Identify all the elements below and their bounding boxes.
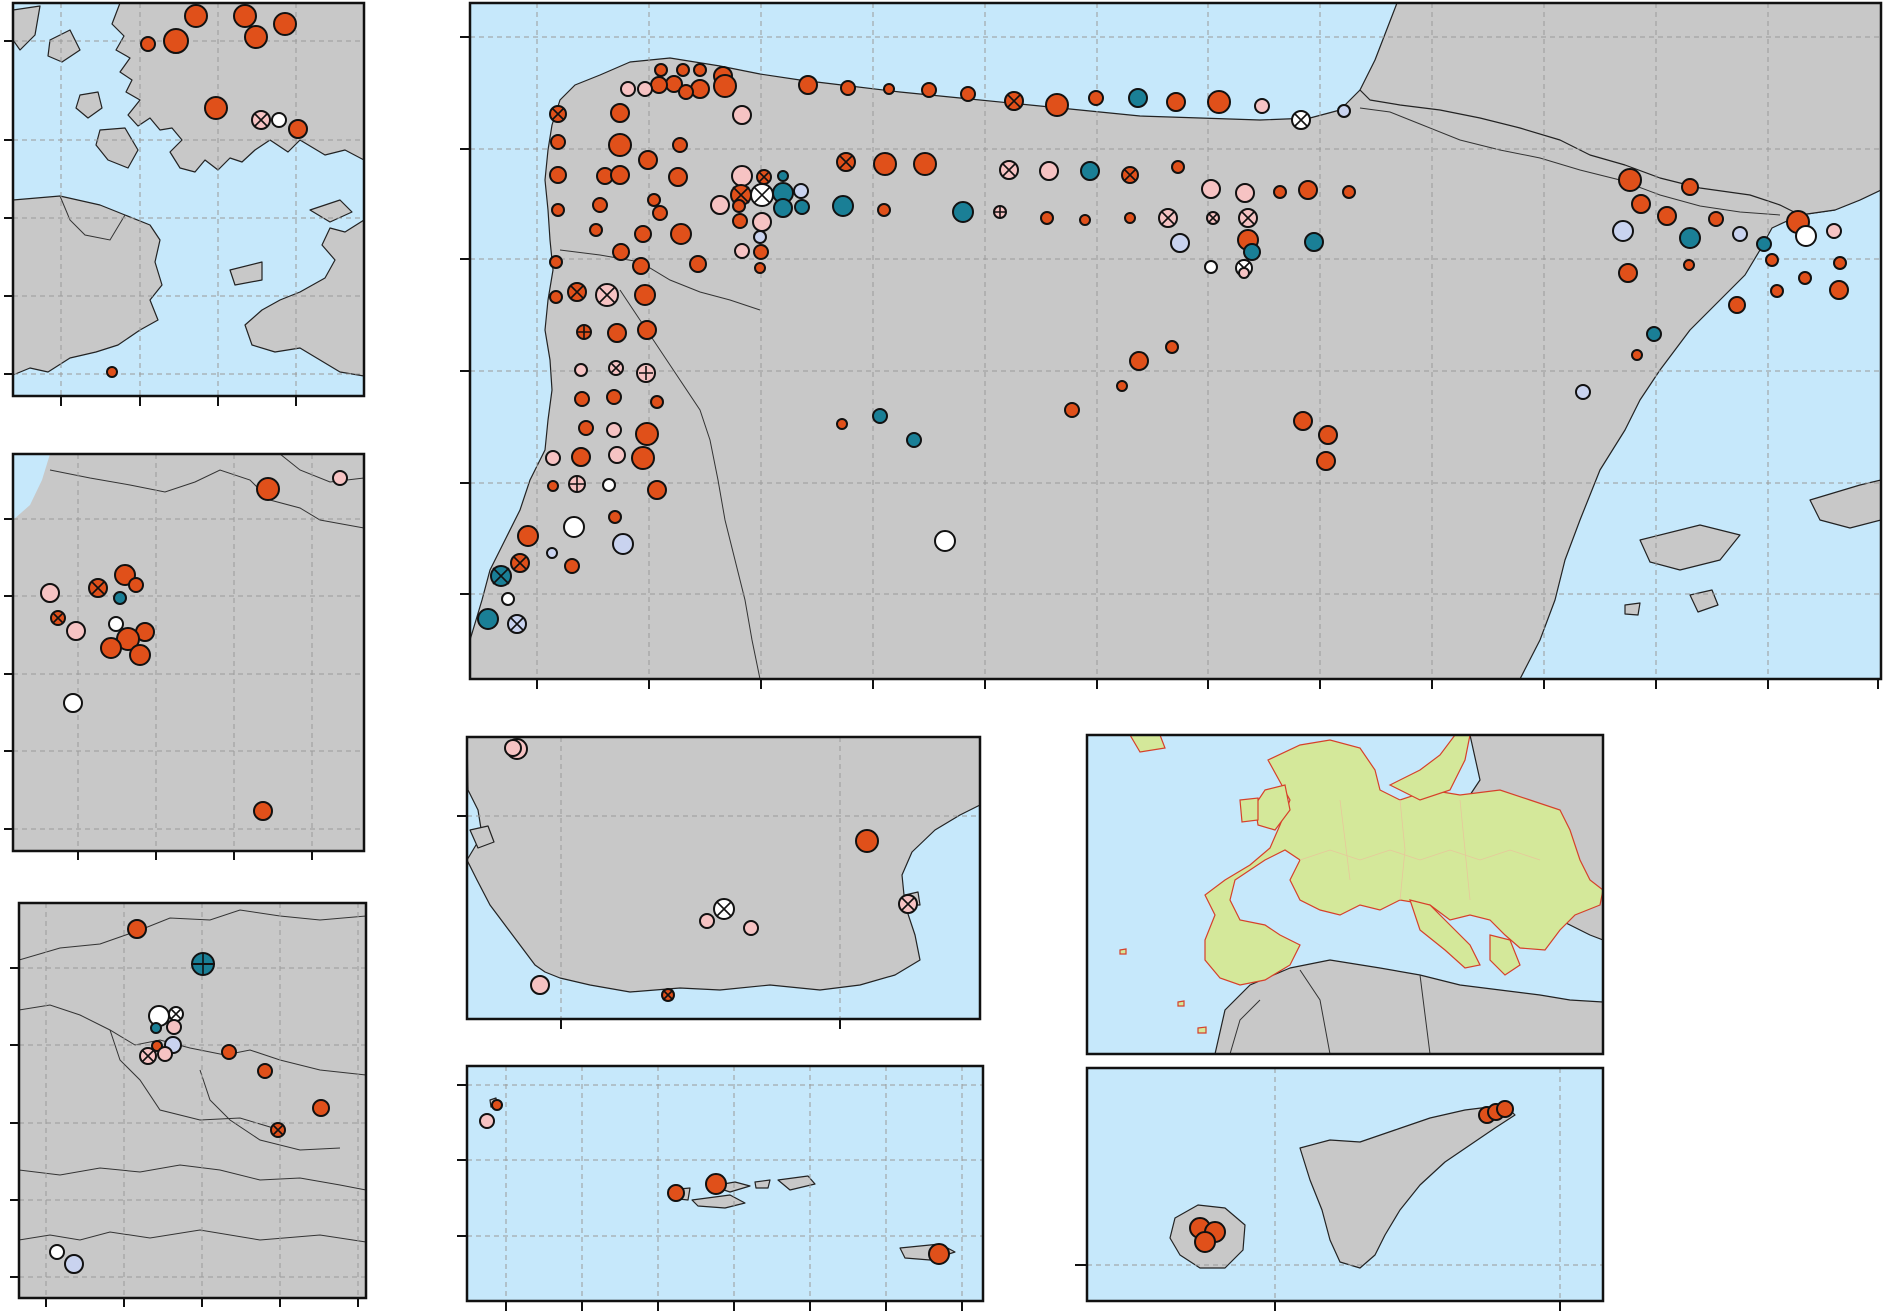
panel-europe-overview [1085, 733, 1605, 1056]
canaries-sites [1189, 1100, 1514, 1253]
tenerife-land [1299, 1104, 1516, 1269]
panel-scotland [4, 1, 366, 406]
pyrenees-sites [49, 919, 330, 1274]
panel-france [4, 452, 366, 860]
iberia-sites [477, 63, 1849, 634]
britain-south-land [244, 219, 364, 377]
france-land-iberia-panel [1359, 3, 1881, 216]
andalusia-land [467, 737, 980, 993]
scotland-sites [106, 4, 308, 378]
azores-sites [479, 1099, 950, 1265]
andalusia-sites [504, 738, 918, 1002]
ireland-land [13, 195, 163, 376]
panel-iberia [460, 1, 1883, 689]
france-sites [40, 470, 348, 821]
panel-canaries [1075, 1066, 1605, 1311]
panel-andalusia [457, 735, 982, 1029]
panel-azores [457, 1064, 985, 1311]
panel-pyrenees [10, 901, 368, 1307]
